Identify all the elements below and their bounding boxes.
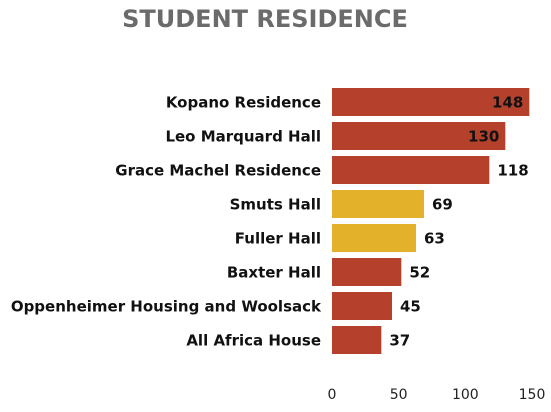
- bar: [332, 156, 490, 184]
- bar: [332, 326, 382, 354]
- bar: [332, 88, 530, 116]
- chart-title: STUDENT RESIDENCE: [122, 5, 408, 33]
- value-label: 45: [400, 298, 421, 316]
- bar: [332, 224, 416, 252]
- bar: [332, 190, 424, 218]
- x-tick-label: 150: [519, 387, 546, 403]
- category-label: Leo Marquard Hall: [165, 128, 321, 146]
- bar: [332, 122, 506, 150]
- bar: [332, 258, 402, 286]
- category-label: Kopano Residence: [166, 94, 321, 112]
- category-label: Oppenheimer Housing and Woolsack: [11, 298, 322, 316]
- category-label: Baxter Hall: [227, 264, 321, 282]
- value-label: 148: [492, 94, 523, 112]
- category-label: Smuts Hall: [230, 196, 321, 214]
- value-label: 37: [389, 332, 410, 350]
- value-label: 118: [497, 162, 528, 180]
- value-label: 69: [432, 196, 453, 214]
- value-label: 130: [468, 128, 499, 146]
- category-label: Fuller Hall: [235, 230, 321, 248]
- category-label: All Africa House: [186, 332, 321, 350]
- value-label: 63: [424, 230, 445, 248]
- value-label: 52: [409, 264, 430, 282]
- x-tick-label: 50: [390, 387, 408, 403]
- bar: [332, 292, 392, 320]
- x-tick-label: 0: [328, 387, 337, 403]
- x-tick-label: 100: [452, 387, 479, 403]
- category-label: Grace Machel Residence: [115, 162, 321, 180]
